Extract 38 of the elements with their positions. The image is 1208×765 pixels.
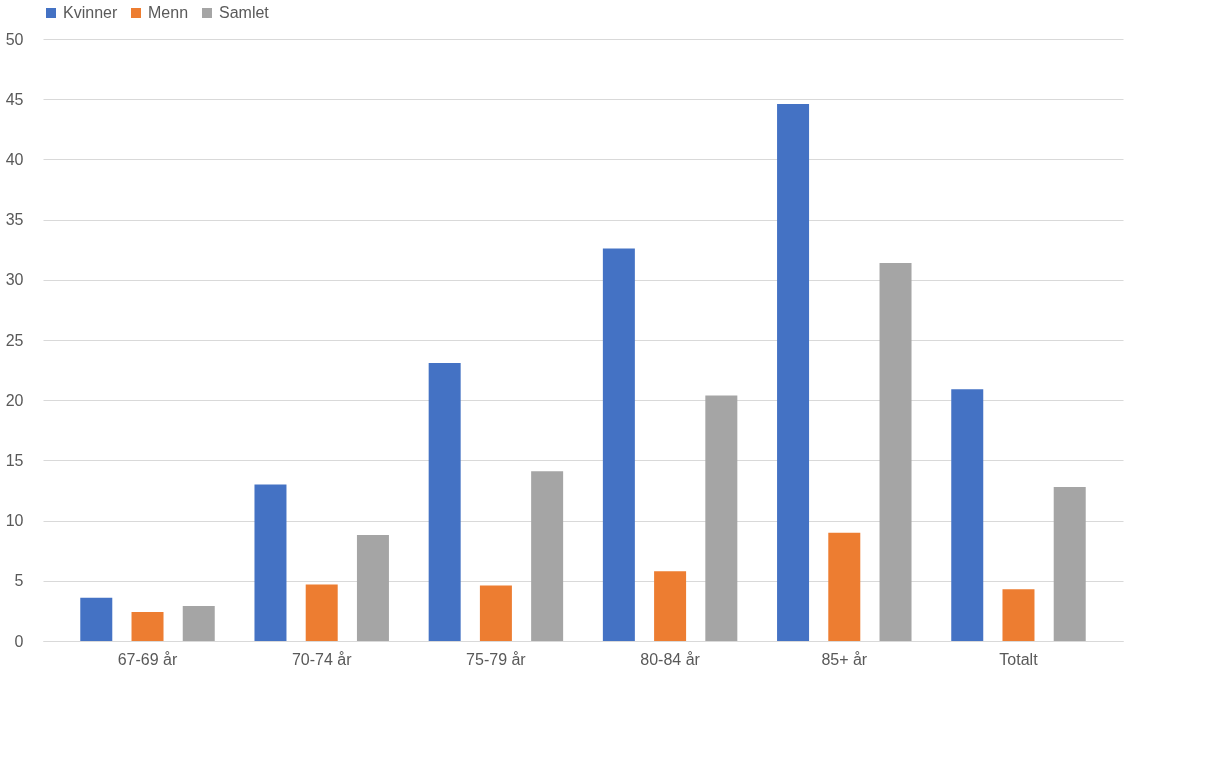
bar: [951, 389, 984, 641]
bar: [654, 571, 687, 641]
y-tick-label: 5: [14, 572, 24, 590]
x-tick-label: Totalt: [999, 650, 1039, 668]
bar: [254, 484, 287, 641]
legend-label: Menn: [148, 4, 189, 21]
legend-label: Kvinner: [63, 4, 118, 21]
x-tick-label: 85+ år: [821, 650, 868, 668]
x-tick-label: 70-74 år: [291, 650, 353, 668]
bar: [479, 585, 512, 641]
y-tick-label: 45: [5, 90, 24, 108]
bar: [131, 612, 164, 641]
bar: [182, 606, 215, 641]
x-tick-label: 67-69 år: [117, 650, 178, 668]
y-tick-label: 30: [5, 271, 24, 289]
y-tick-label: 35: [5, 211, 24, 229]
bar: [879, 262, 912, 641]
bar: [356, 535, 389, 641]
y-tick-label: 15: [5, 451, 24, 469]
bar: [602, 248, 635, 641]
y-tick-label: 25: [5, 331, 24, 349]
y-tick-label: 10: [5, 512, 24, 530]
legend-label: Samlet: [219, 4, 270, 21]
bar: [828, 532, 861, 641]
bar: [80, 597, 113, 641]
x-tick-label: 75-79 år: [466, 650, 527, 668]
bar: [705, 395, 738, 641]
bar: [305, 584, 338, 641]
bar: [428, 362, 461, 641]
y-tick-label: 0: [14, 632, 24, 650]
bar: [531, 471, 564, 641]
bar: [1002, 589, 1035, 641]
bar: [777, 104, 810, 641]
y-tick-label: 50: [5, 30, 24, 48]
x-tick-label: 80-84 år: [640, 650, 701, 668]
bar: [1053, 486, 1086, 641]
y-tick-label: 20: [5, 391, 24, 409]
y-tick-label: 40: [5, 150, 24, 168]
